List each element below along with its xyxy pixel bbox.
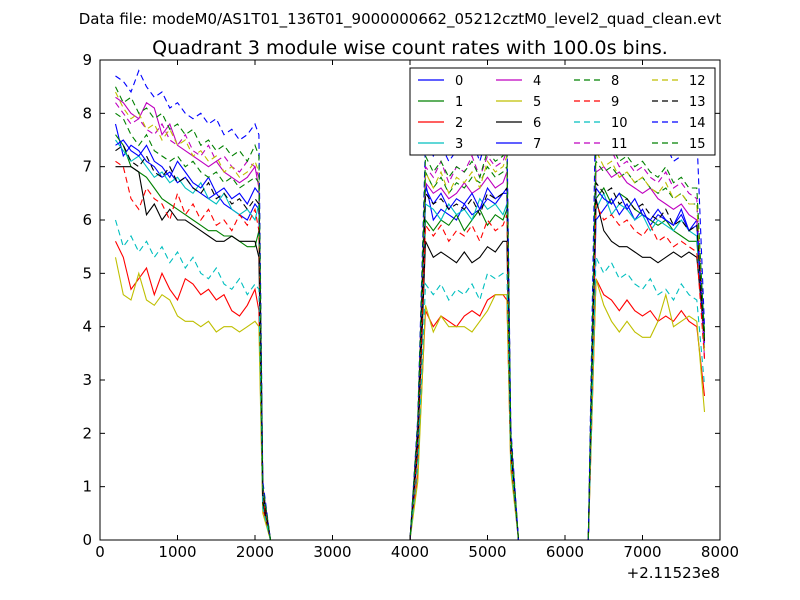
data-file-suptitle: Data file: modeM0/AS1T01_136T01_90000006… (79, 10, 722, 29)
legend-label-4: 4 (533, 74, 541, 89)
legend-label-13: 13 (689, 95, 706, 110)
series-line-4 (115, 96, 706, 540)
y-tick-label: 6 (82, 211, 92, 229)
chart-title: Quadrant 3 module wise count rates with … (152, 37, 668, 59)
x-tick-label: 2000 (236, 543, 274, 561)
series-line-13 (115, 144, 706, 540)
series-line-11 (115, 102, 706, 540)
x-tick-label: 3000 (313, 543, 351, 561)
legend-box (409, 67, 716, 156)
legend-label-6: 6 (533, 116, 541, 131)
series-line-7 (115, 139, 706, 540)
series-line-1 (115, 134, 706, 540)
y-tick-label: 8 (82, 104, 92, 122)
legend-label-1: 1 (455, 95, 463, 110)
x-axis: 0 1000 2000 3000 4000 5000 6000 7000 8000 (95, 60, 739, 561)
y-tick-label: 2 (82, 424, 92, 442)
series-line-5 (114, 257, 706, 540)
legend-label-11: 11 (611, 137, 628, 152)
legend-label-12: 12 (689, 74, 706, 89)
legend-label-7: 7 (533, 137, 541, 152)
y-tick-label: 3 (82, 371, 92, 389)
y-tick-label: 0 (82, 531, 92, 549)
x-tick-label: 1000 (158, 543, 196, 561)
y-tick-label: 9 (82, 51, 92, 69)
y-tick-label: 4 (82, 318, 92, 336)
series-line-3 (115, 139, 706, 540)
legend-label-15: 15 (689, 137, 706, 152)
legend-label-9: 9 (611, 95, 619, 110)
legend-label-14: 14 (689, 116, 706, 131)
x-tick-label: 5000 (468, 543, 506, 561)
x-tick-label: 0 (95, 543, 105, 561)
x-axis-offset-label: +2.11523e8 (627, 564, 720, 582)
series-line-0 (114, 123, 706, 540)
series-line-10 (114, 219, 706, 540)
y-tick-label: 7 (82, 158, 92, 176)
legend-label-10: 10 (611, 116, 628, 131)
series-line-2 (115, 241, 706, 540)
series-line-12 (115, 91, 706, 540)
series-line-8 (115, 112, 706, 540)
x-tick-label: 7000 (623, 543, 661, 561)
series-line-6 (115, 166, 706, 540)
legend-label-3: 3 (455, 137, 463, 152)
legend-label-8: 8 (611, 74, 619, 89)
x-tick-label: 6000 (546, 543, 584, 561)
x-tick-label: 4000 (391, 543, 429, 561)
y-tick-label: 5 (82, 264, 92, 282)
legend-label-5: 5 (533, 95, 541, 110)
y-tick-label: 1 (82, 478, 92, 496)
legend-label-0: 0 (455, 74, 463, 89)
x-tick-label: 8000 (701, 543, 739, 561)
series-line-9 (115, 160, 706, 540)
legend-label-2: 2 (455, 116, 463, 131)
